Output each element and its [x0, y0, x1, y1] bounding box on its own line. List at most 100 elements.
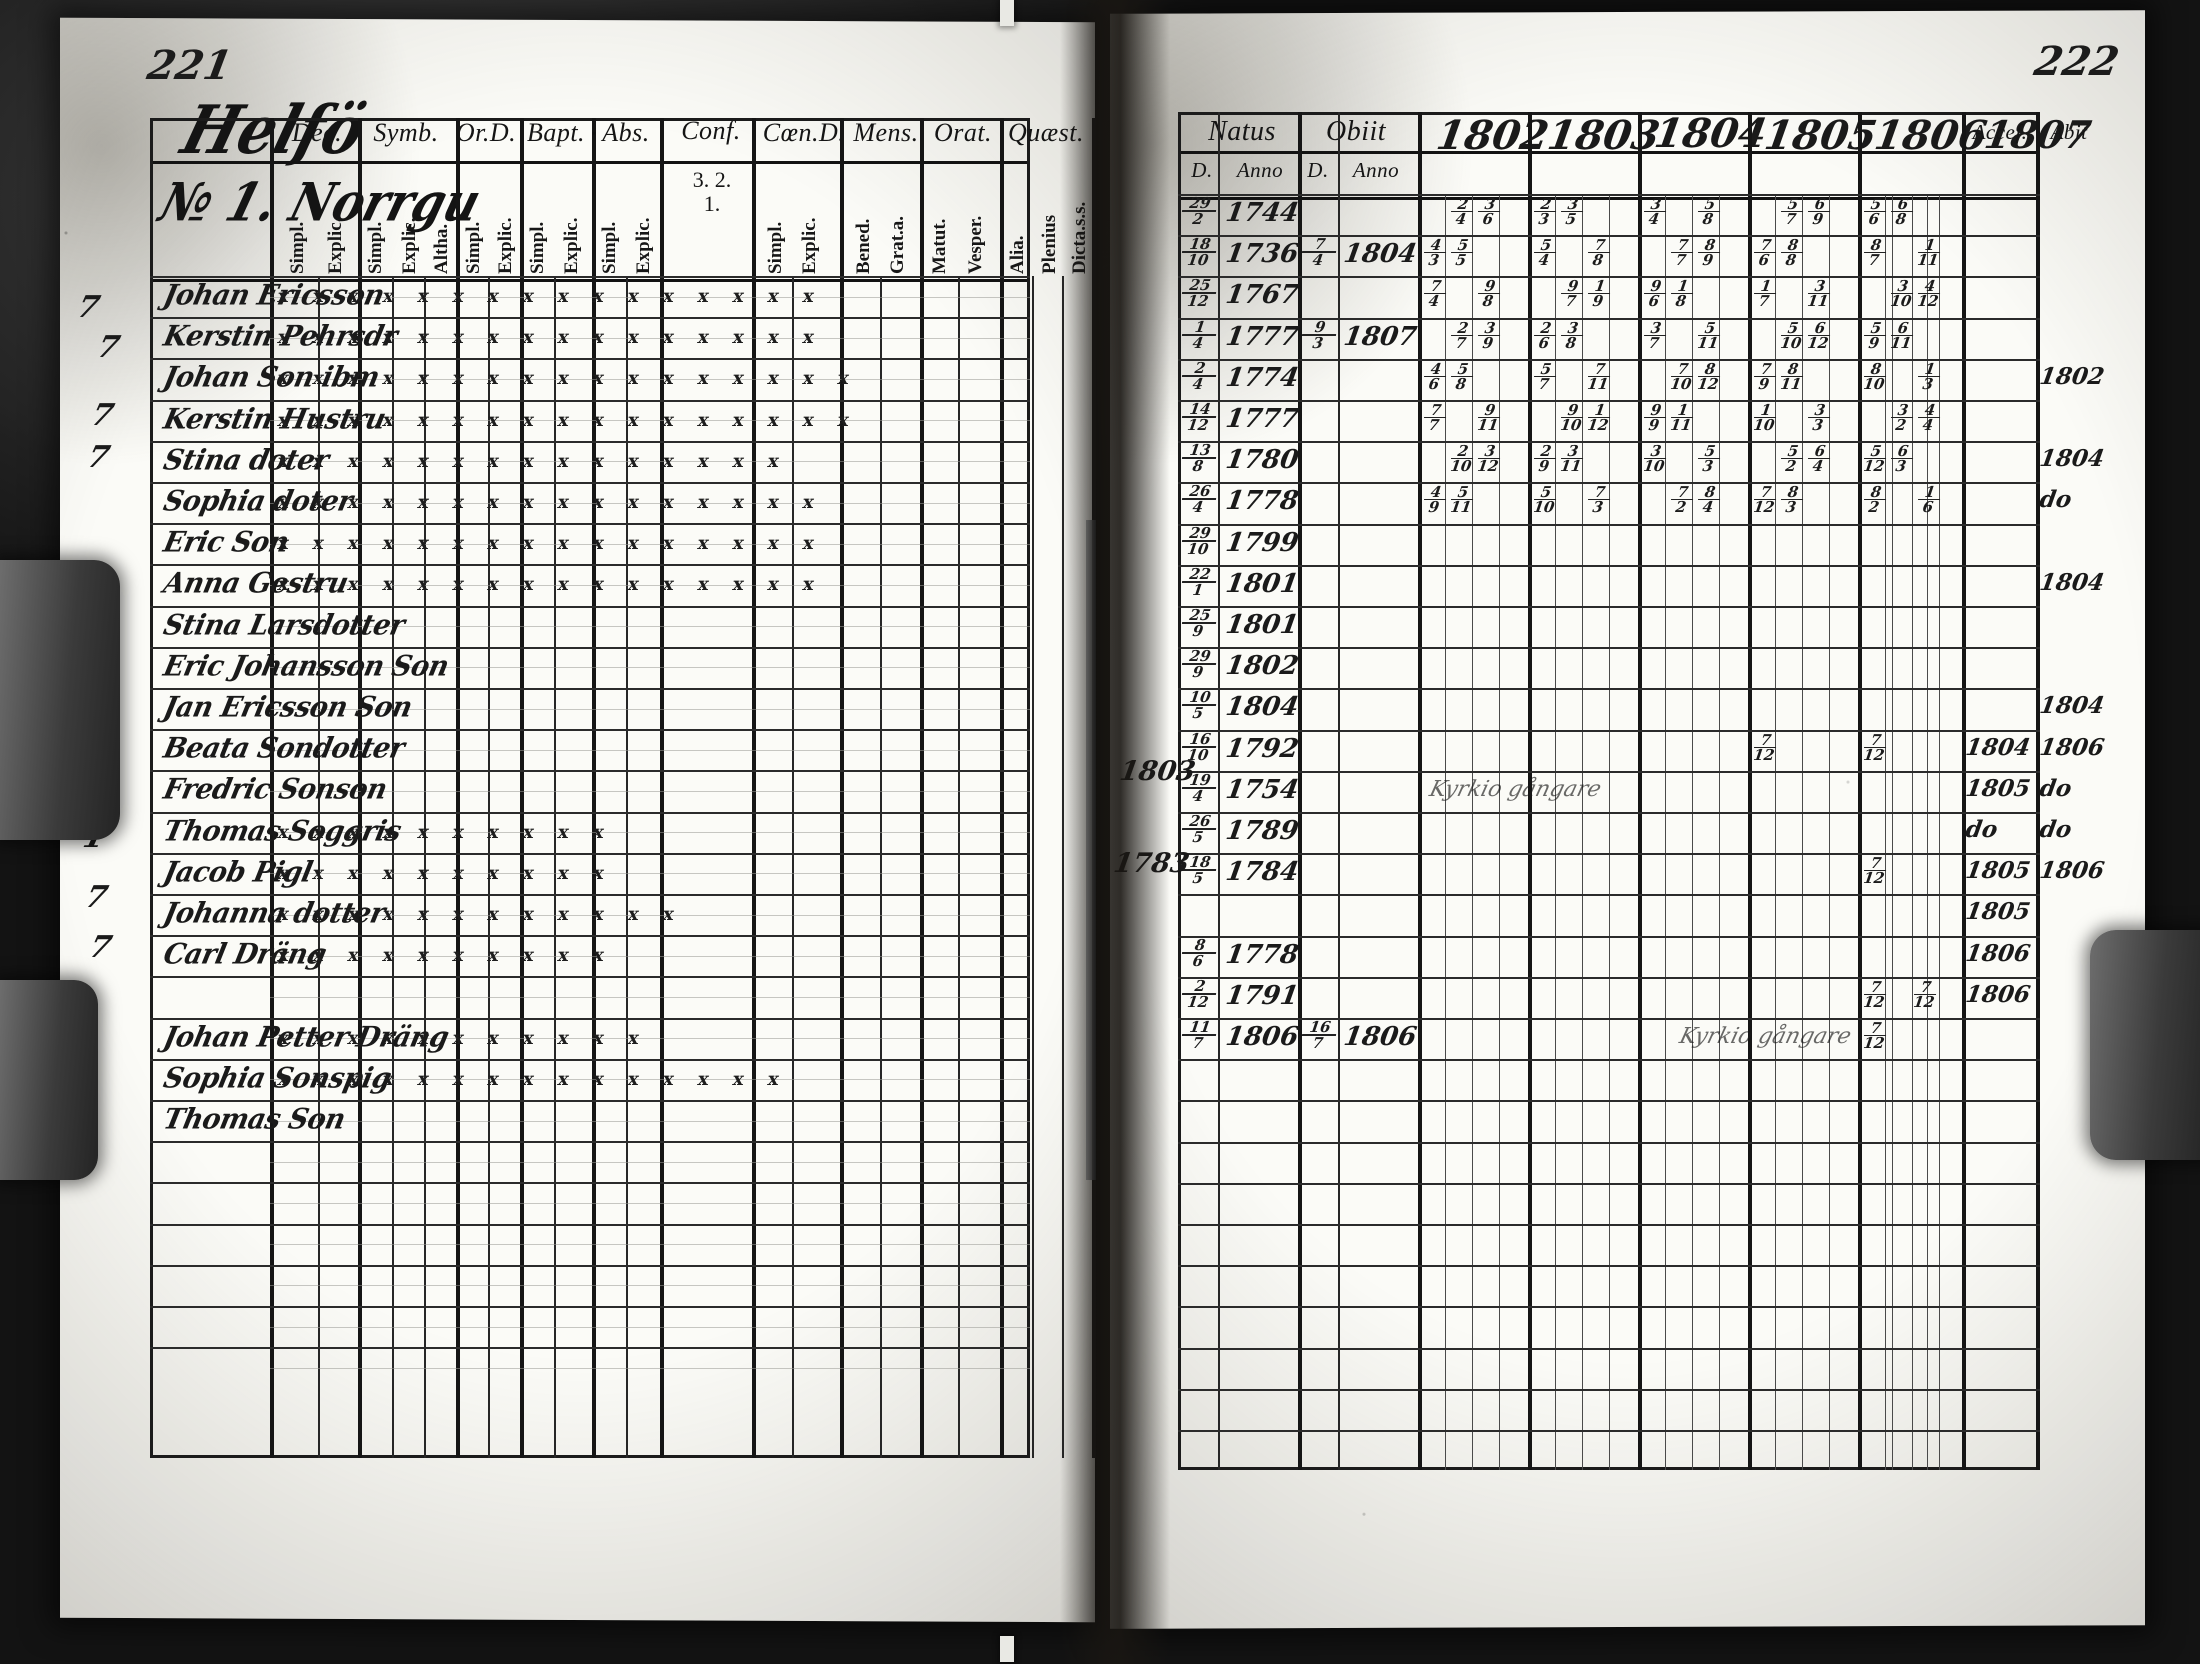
subcol-rule — [1218, 112, 1220, 1470]
year-tick-mark: 1 10 — [1752, 401, 1779, 434]
row-rule — [1178, 194, 2040, 196]
sub-header-mens-bened: Bened. — [853, 218, 874, 274]
row-rule — [150, 523, 1030, 526]
accef-cell: 1805 — [1963, 898, 2033, 926]
natus-year-cell: 1774 — [1223, 362, 1301, 393]
col-header-conf: Conf. — [681, 116, 741, 145]
row-rule — [1178, 482, 2040, 485]
row-subrule — [270, 1079, 1030, 1081]
subcol-rule — [1338, 112, 1340, 1470]
sub-header-abs-explic: Explic. — [633, 217, 654, 274]
year-tick-mark: 2 10 — [1449, 442, 1476, 475]
row-rule — [150, 1141, 1030, 1144]
row-subrule — [270, 461, 1030, 463]
sub-header-natus-d: D. — [1191, 158, 1213, 182]
natus-year-cell: 1777 — [1223, 321, 1301, 352]
column-rule — [1000, 118, 1004, 1458]
col-header-1802: 1802 — [1433, 112, 1553, 159]
year-tick-mark: 8 10 — [1862, 360, 1889, 393]
row-rule — [150, 1223, 1030, 1226]
page-clamp-left-lower — [0, 980, 98, 1180]
row-rule — [1178, 564, 2040, 567]
sub-header-natus-anno: Anno — [1236, 158, 1284, 182]
year-tick-mark: 5 11 — [1696, 319, 1723, 352]
row-subrule — [270, 420, 1030, 422]
row-rule — [1178, 1100, 2040, 1103]
row-subrule — [270, 543, 1030, 545]
col-header-mens: Mens. — [853, 118, 919, 147]
row-rule — [1178, 276, 2040, 279]
column-rule — [270, 118, 274, 1458]
sub-header-orat-vesper: Vesper. — [965, 215, 986, 274]
natus-year-cell: 1804 — [1223, 692, 1301, 723]
row-rule — [150, 317, 1030, 320]
attendance-marks: x x x x x x x x x x x x x x x — [276, 1068, 790, 1090]
sub-header-bapt-explic: Explic. — [561, 217, 582, 274]
col-header-1805: 1805 — [1761, 112, 1881, 159]
row-subrule — [270, 749, 1030, 751]
year-tick-mark: 8 11 — [1779, 360, 1806, 393]
row-rule — [1178, 1018, 2040, 1020]
sub-header-obiit-d: D. — [1307, 158, 1329, 182]
sub-header-dec-simpl: Simpl. — [287, 221, 308, 274]
row-rule — [1178, 235, 2040, 238]
group-rule — [1638, 112, 1642, 1470]
row-rule — [150, 276, 1030, 278]
group-rule — [2036, 112, 2040, 1470]
tick-rule — [1609, 194, 1610, 1470]
row-rule — [1178, 1224, 2040, 1226]
row-subrule — [270, 1285, 1030, 1287]
row-rule — [150, 811, 1030, 814]
column-rule — [840, 118, 844, 1458]
natus-day-cell: 25 12 — [1180, 276, 1219, 311]
row-rule — [150, 1017, 1030, 1020]
book-gutter-shadow — [1060, 0, 1170, 1664]
row-rule — [150, 729, 1030, 732]
year-tick-mark: 6 11 — [1889, 319, 1916, 352]
tick-rule — [1912, 194, 1913, 1470]
row-rule — [1178, 976, 2040, 979]
column-rule — [752, 118, 756, 1458]
row-subrule — [270, 832, 1030, 834]
row-rule — [150, 688, 1030, 690]
name-cell: Fredric Sonson — [160, 773, 390, 807]
row-rule — [150, 894, 1030, 896]
name-cell: Eric Son — [160, 526, 292, 559]
obiit-day-cell: 16 7 — [1300, 1018, 1339, 1052]
row-rule — [150, 852, 1030, 855]
natus-year-cell: 1778 — [1223, 486, 1301, 517]
row-rule — [1178, 358, 2040, 361]
column-rule — [792, 276, 794, 1458]
natus-year-cell: 1778 — [1223, 939, 1301, 970]
tick-rule — [1829, 194, 1830, 1470]
sub-header-ord-simpl: Simpl. — [463, 221, 484, 274]
row-subrule — [270, 379, 1030, 380]
binding-thread-top — [1000, 0, 1014, 26]
natus-day-cell: 13 8 — [1180, 441, 1219, 475]
col-header-1804: 1804 — [1651, 110, 1771, 157]
tick-rule — [1892, 194, 1893, 1470]
column-rule — [958, 276, 960, 1458]
year-tick-mark: 7 12 — [1912, 978, 1939, 1011]
row-rule — [1178, 1306, 2040, 1309]
row-rule — [150, 358, 1030, 361]
attendance-marks: x x x x x x x x x x x x x x x — [276, 450, 790, 472]
row-rule — [150, 1264, 1030, 1267]
natus-day-cell: 14 12 — [1180, 400, 1219, 434]
accef-cell: do — [1963, 816, 2000, 843]
attendance-marks: x x x x x x x x x x — [276, 945, 615, 967]
row-subrule — [270, 914, 1030, 916]
year-tick-mark: 7 12 — [1862, 854, 1889, 887]
